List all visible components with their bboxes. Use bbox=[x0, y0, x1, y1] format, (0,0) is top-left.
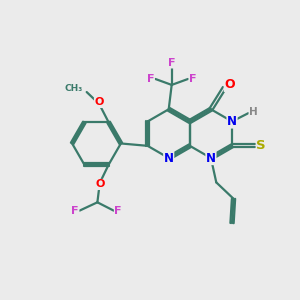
Text: N: N bbox=[227, 115, 237, 128]
Text: H: H bbox=[249, 107, 258, 117]
Text: CH₃: CH₃ bbox=[65, 84, 83, 93]
Text: F: F bbox=[114, 206, 122, 216]
Text: N: N bbox=[164, 152, 174, 164]
Text: O: O bbox=[95, 179, 104, 190]
Text: O: O bbox=[224, 78, 235, 92]
Text: N: N bbox=[206, 152, 216, 164]
Text: O: O bbox=[94, 98, 104, 107]
Text: F: F bbox=[168, 58, 176, 68]
Text: F: F bbox=[189, 74, 196, 84]
Text: F: F bbox=[147, 74, 154, 84]
Text: F: F bbox=[71, 206, 79, 216]
Text: S: S bbox=[256, 139, 266, 152]
